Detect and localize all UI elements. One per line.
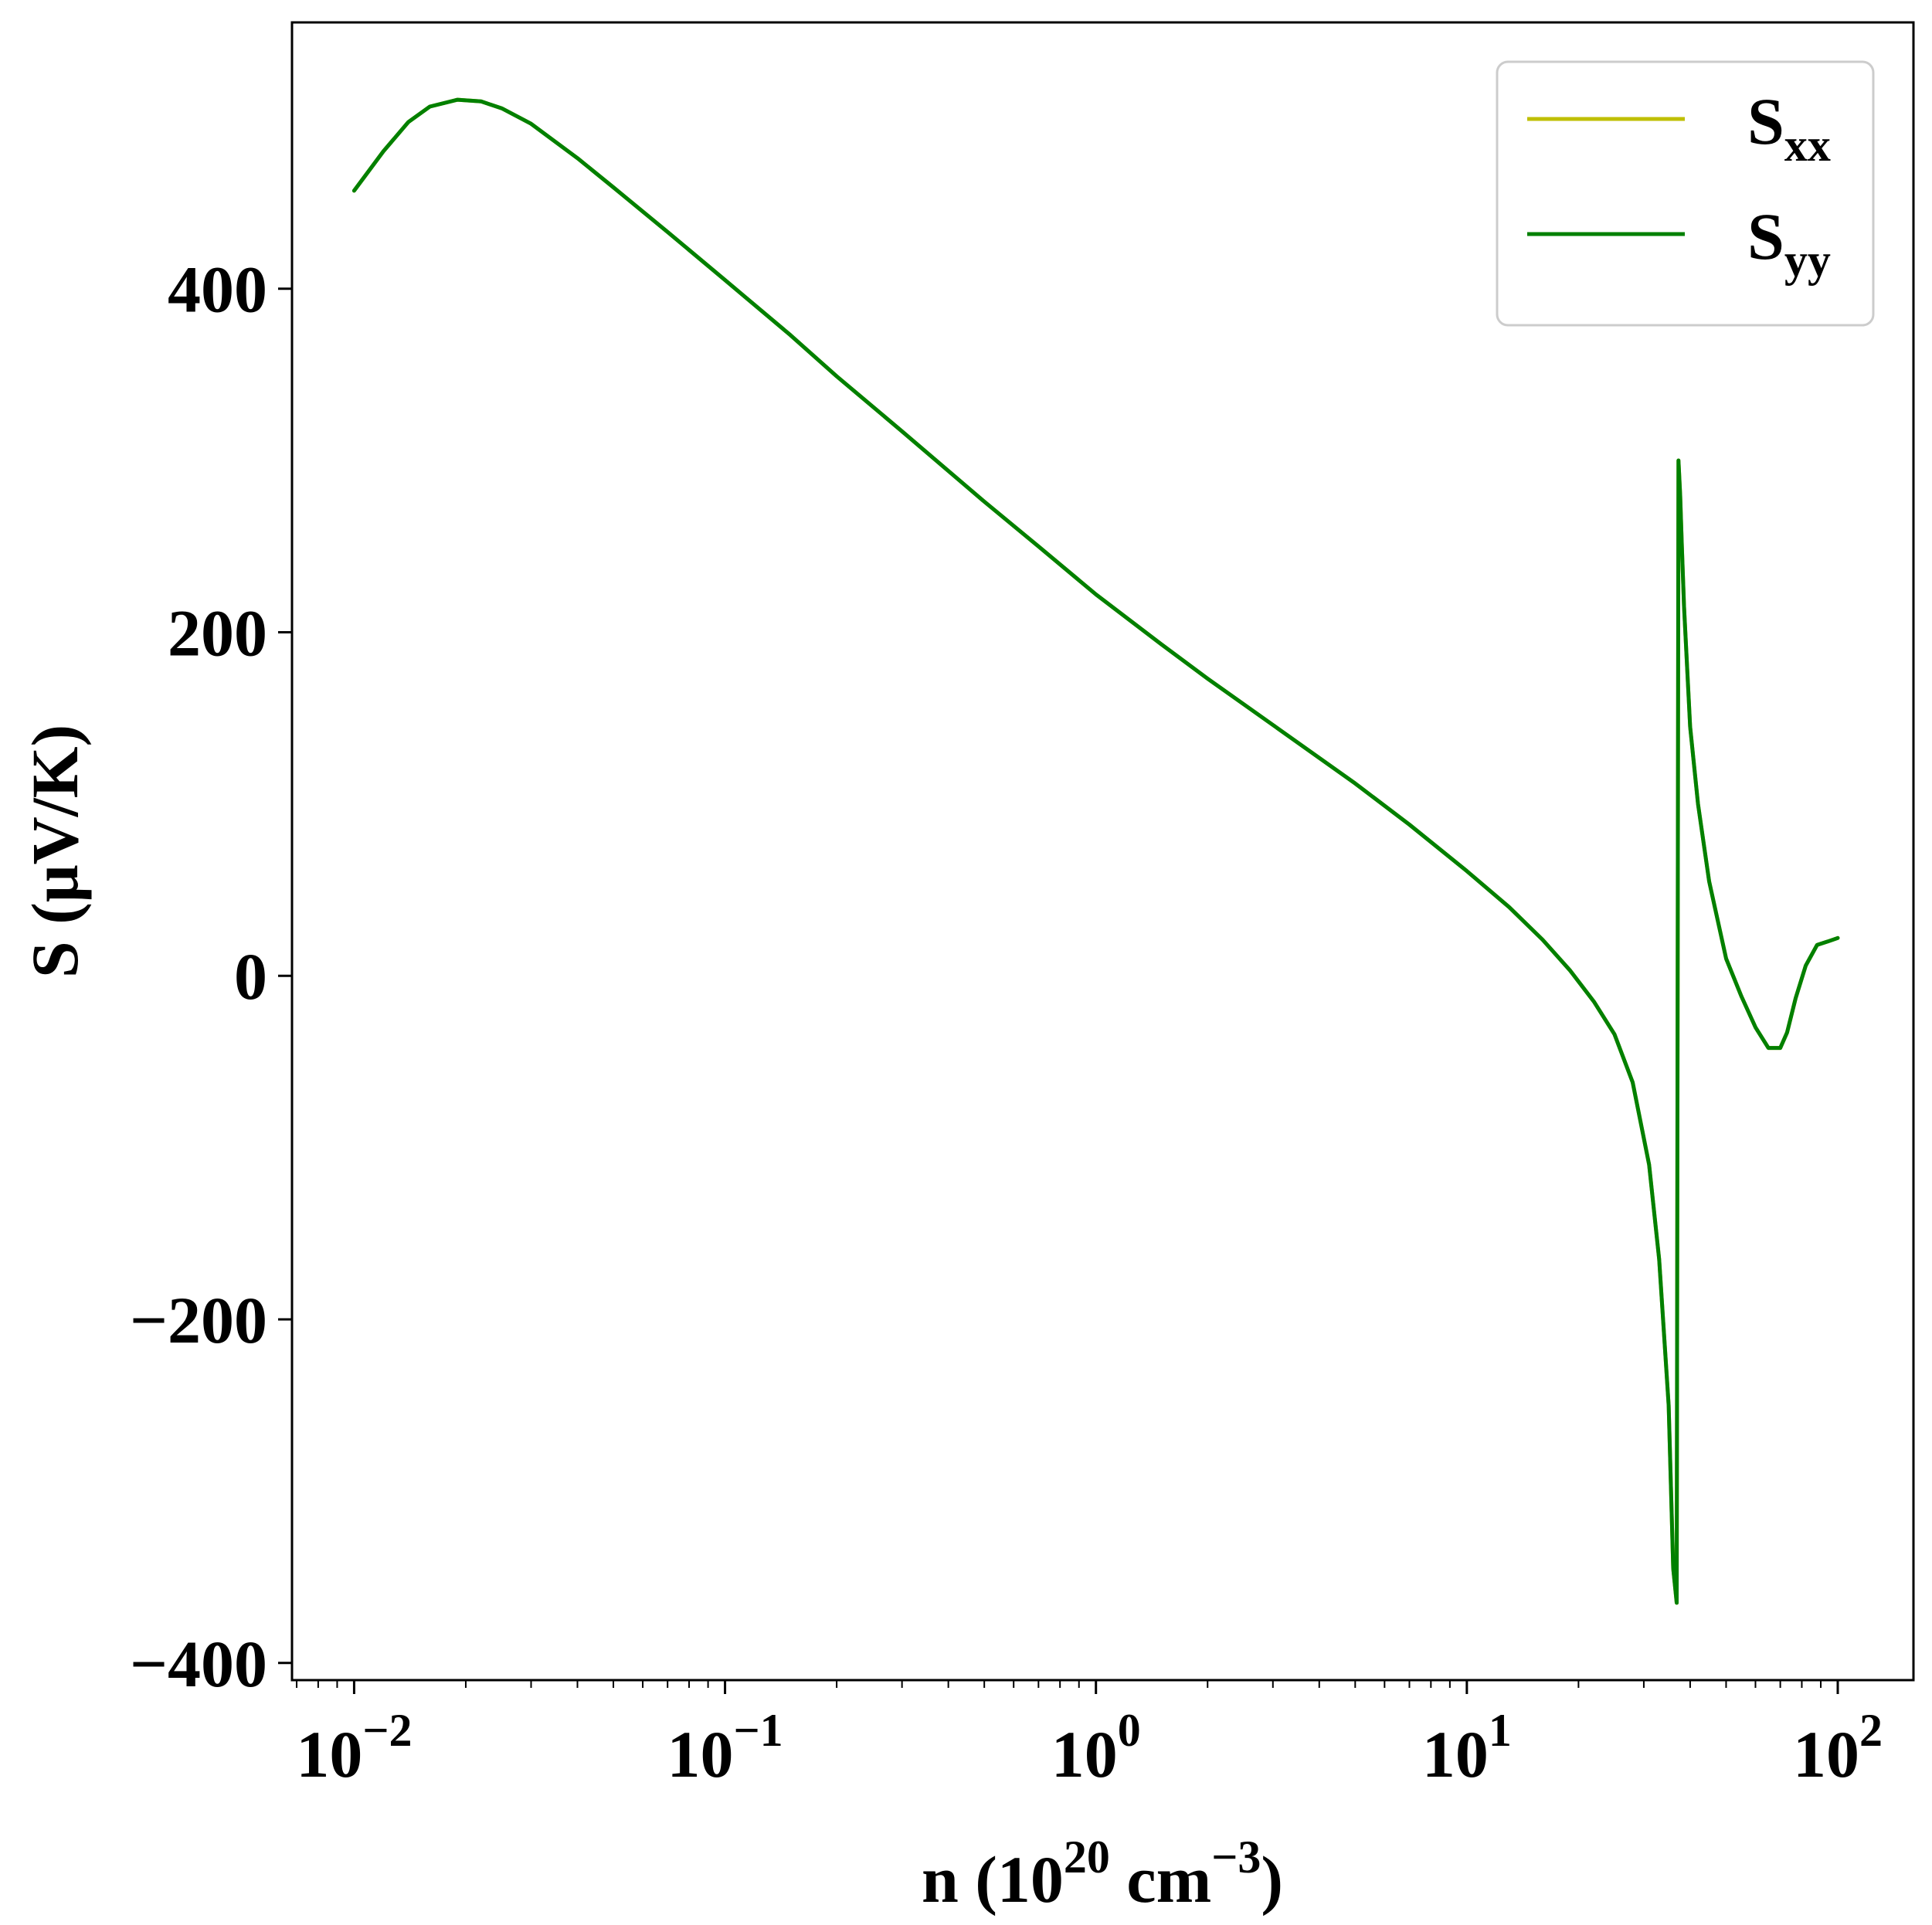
legend-label-syy-main: S bbox=[1747, 199, 1784, 273]
y-tick-label: 400 bbox=[168, 253, 267, 327]
y-axis-title: S (μV/K) bbox=[18, 725, 92, 978]
y-axis: −400 −200 0 200 400 bbox=[130, 253, 292, 1701]
x-axis-title: n (1020 cm−3) bbox=[922, 1832, 1283, 1917]
legend-label-syy: Syy bbox=[1747, 199, 1831, 286]
x-tick-label: 10−2 bbox=[296, 1705, 412, 1791]
x-axis-title-base: n (10 bbox=[922, 1842, 1064, 1917]
x-axis-title-sup1: 20 bbox=[1064, 1832, 1110, 1883]
x-axis-title-sup2: −3 bbox=[1211, 1832, 1261, 1883]
y-tick-label: −400 bbox=[130, 1627, 267, 1701]
y-tick-label: 200 bbox=[168, 596, 267, 670]
x-tick-label: 101 bbox=[1422, 1705, 1512, 1791]
legend: Sxx Syy bbox=[1496, 60, 1875, 327]
legend-label-sxx-main: S bbox=[1747, 84, 1784, 158]
x-axis-title-mid: cm bbox=[1110, 1842, 1211, 1917]
legend-label-sxx-sub: xx bbox=[1784, 120, 1831, 171]
x-axis: 10−2 10−1 100 101 102 bbox=[296, 1680, 1883, 1791]
legend-frame bbox=[1496, 60, 1875, 327]
y-tick-label: −200 bbox=[130, 1283, 267, 1357]
x-tick-label: 100 bbox=[1051, 1705, 1141, 1791]
x-tick-label: 102 bbox=[1793, 1705, 1883, 1791]
legend-label-sxx: Sxx bbox=[1747, 84, 1831, 171]
x-axis-title-end: ) bbox=[1261, 1842, 1283, 1917]
x-tick-label: 10−1 bbox=[667, 1705, 783, 1791]
legend-label-syy-sub: yy bbox=[1784, 235, 1831, 286]
series-line-syy bbox=[351, 97, 1840, 1605]
series-layer bbox=[351, 97, 1840, 1605]
y-tick-label: 0 bbox=[234, 939, 267, 1013]
